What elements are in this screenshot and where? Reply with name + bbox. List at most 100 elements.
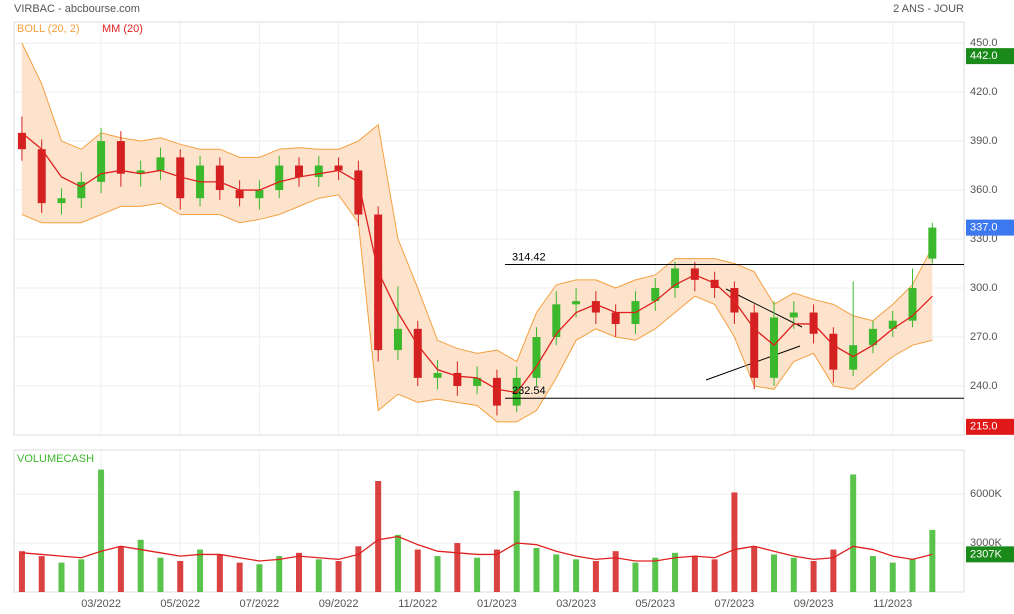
- volume-bar: [850, 474, 857, 592]
- candle-body: [176, 157, 185, 199]
- candle-body: [334, 165, 343, 171]
- candle-body: [473, 377, 482, 387]
- boll-legend: BOLL (20, 2): [17, 23, 80, 35]
- volume-bar: [256, 564, 263, 592]
- volume-bar: [889, 562, 896, 592]
- x-tick-label: 03/2023: [556, 598, 596, 610]
- x-tick-label: 05/2023: [635, 598, 675, 610]
- volume-bar: [771, 554, 777, 592]
- candle-body: [770, 317, 778, 378]
- volume-bar: [236, 562, 243, 592]
- candle-body: [690, 268, 699, 280]
- volume-bar: [493, 549, 500, 592]
- candle-body: [453, 372, 462, 387]
- volume-legend: VOLUMECASH: [17, 453, 94, 465]
- candle-body: [393, 328, 402, 351]
- x-tick-label: 05/2022: [160, 598, 200, 610]
- y-tick-label: 270.0: [970, 331, 998, 343]
- candle-body: [295, 165, 303, 177]
- volume-bar: [38, 556, 45, 592]
- y-tick-label: 240.0: [970, 380, 998, 392]
- volume-bar: [612, 551, 619, 592]
- candle-body: [17, 132, 26, 150]
- volume-bar: [78, 559, 85, 592]
- volume-bar: [137, 539, 144, 592]
- candle-body: [829, 333, 838, 370]
- candle-body: [552, 304, 561, 338]
- x-tick-label: 11/2023: [873, 598, 912, 610]
- volume-bar: [533, 547, 540, 592]
- volume-bar: [117, 546, 124, 592]
- candle-body: [789, 312, 798, 318]
- bollinger-band: [21, 43, 933, 422]
- price-marker: [966, 546, 1014, 563]
- volume-bar: [810, 560, 817, 592]
- candle-body: [374, 214, 383, 351]
- candle-body: [908, 288, 917, 321]
- candle-body: [314, 165, 323, 177]
- volume-bar: [691, 556, 698, 592]
- price-marker-label: 215.0: [970, 421, 998, 433]
- x-tick-label: 03/2022: [81, 598, 121, 610]
- level-label: 232.54: [512, 385, 546, 397]
- volume-bar: [573, 559, 580, 592]
- candle-body: [354, 170, 363, 215]
- y-tick-label: 3000K: [970, 537, 1002, 549]
- candle-body: [77, 181, 86, 199]
- volume-bar: [335, 560, 342, 592]
- candle-body: [809, 312, 818, 334]
- price-marker-label: 442.0: [970, 50, 998, 62]
- chart-title: VIRBAC - abcbourse.com: [14, 3, 140, 15]
- volume-bar: [315, 559, 322, 592]
- x-tick-label: 07/2023: [715, 598, 755, 610]
- x-tick-label: 09/2023: [794, 598, 834, 610]
- candle-body: [591, 301, 600, 313]
- y-tick-label: 360.0: [970, 184, 998, 196]
- period: 2 ANS - JOUR: [893, 3, 964, 15]
- volume-bar: [513, 490, 520, 592]
- y-tick-label: 300.0: [970, 282, 998, 294]
- volume-bar: [592, 560, 599, 592]
- volume-bar: [830, 549, 837, 592]
- candle-body: [750, 312, 759, 378]
- volume-ma-line: [21, 535, 933, 562]
- price-marker-label: 2307K: [970, 548, 1002, 560]
- volume-bar: [474, 557, 481, 592]
- volume-bar: [434, 556, 441, 592]
- price-marker: [966, 418, 1014, 435]
- y-tick-label: 390.0: [970, 135, 998, 147]
- volume-bar: [553, 554, 560, 592]
- candle-body: [156, 157, 165, 171]
- volume-bar: [414, 549, 421, 592]
- candle-body: [37, 149, 46, 204]
- candle-body: [215, 165, 224, 191]
- candle-body: [492, 377, 501, 406]
- candle-body: [572, 301, 581, 305]
- candle-body: [611, 312, 620, 324]
- volume-bar: [296, 552, 302, 592]
- candle-body: [671, 268, 680, 289]
- candle-body: [928, 227, 937, 259]
- candle-body: [888, 320, 897, 329]
- candle-body: [235, 190, 244, 199]
- volume-bar: [632, 562, 639, 592]
- candle-body: [532, 337, 541, 378]
- volume-bar: [98, 469, 105, 592]
- y-tick-label: 6000K: [970, 488, 1002, 500]
- price-panel: [13, 21, 965, 436]
- y-tick-label: 420.0: [970, 86, 998, 98]
- candle-body: [413, 328, 422, 378]
- candle-body: [433, 372, 442, 378]
- volume-bar: [711, 559, 718, 592]
- volume-bar: [869, 556, 876, 592]
- volume-bar: [276, 556, 283, 592]
- volume-bar: [177, 560, 184, 592]
- volume-bar: [454, 543, 461, 592]
- candle-body: [255, 190, 264, 199]
- x-tick-label: 07/2022: [240, 598, 280, 610]
- candle-body: [275, 165, 284, 191]
- volume-bar: [652, 557, 659, 592]
- y-tick-label: 450.0: [970, 37, 998, 49]
- volume-bar: [197, 549, 204, 592]
